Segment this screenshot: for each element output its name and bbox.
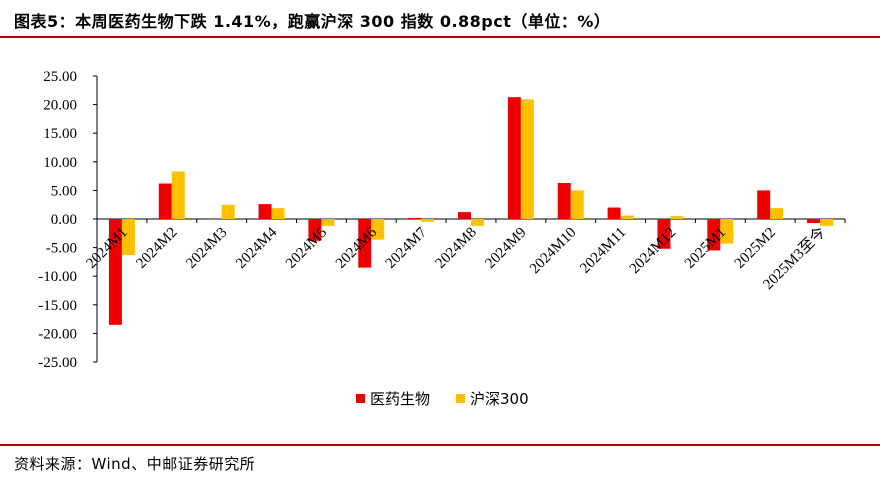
- y-tick-label: -15.00: [38, 298, 77, 314]
- bar-series-1-2025M3至今: [807, 219, 821, 224]
- bar-series-2-2025M3至今: [820, 219, 834, 226]
- legend-swatch-series-2: [456, 394, 465, 403]
- bar-series-2-2024M11: [620, 215, 634, 219]
- bar-series-1-2024M6: [358, 219, 372, 268]
- bar-series-1-2024M3: [208, 219, 222, 220]
- bar-series-2-2024M2: [171, 171, 185, 219]
- y-tick-label: -10.00: [38, 269, 77, 285]
- x-axis-tick-labels: 2024M1 2024M2 2024M3 2024M4 2024M5 2024M6 2024…: [83, 224, 828, 293]
- x-tick-label: 2025M2: [732, 225, 779, 272]
- y-axis-tick-labels: 25.00 20.00 15.00 10.00 5.00 0.00 -5.00 -10.00 -…: [38, 69, 77, 371]
- bar-series-2-2025M1: [720, 219, 734, 244]
- bar-series-2-2025M2: [770, 208, 784, 219]
- legend: 医药生物 沪深300: [356, 390, 529, 408]
- x-tick-label: 2024M5: [283, 225, 330, 272]
- y-tick-label: 15.00: [43, 126, 77, 142]
- bar-series-1-2025M2: [757, 190, 771, 219]
- x-tick-label: 2024M2: [133, 225, 180, 272]
- bars: [108, 97, 834, 325]
- bar-series-1-2024M5: [308, 219, 322, 241]
- x-tick-label: 2024M3: [183, 225, 230, 272]
- x-axis-ticks: [96, 219, 846, 223]
- bar-series-1-2024M9: [507, 97, 521, 219]
- bar-series-1-2024M2: [158, 183, 172, 219]
- y-tick-label: -20.00: [38, 326, 77, 342]
- x-tick-label: 2024M11: [577, 225, 629, 277]
- bar-series-2-2024M10: [570, 190, 584, 219]
- bar-series-2-2024M1: [121, 219, 135, 256]
- bar-series-2-2024M7: [421, 219, 435, 222]
- bar-series-1-2024M10: [557, 182, 571, 219]
- y-tick-label: 0.00: [51, 212, 77, 228]
- y-axis-ticks: [93, 75, 97, 363]
- bar-series-2-2024M12: [670, 216, 684, 219]
- x-tick-label: 2024M9: [482, 225, 529, 272]
- bar-series-1-2025M1: [707, 219, 721, 251]
- y-tick-label: 5.00: [51, 183, 77, 199]
- x-tick-label: 2024M10: [527, 225, 580, 278]
- title-rule: [0, 36, 880, 38]
- y-tick-label: -25.00: [38, 355, 77, 371]
- x-tick-label: 2024M7: [383, 224, 431, 272]
- x-tick-label: 2024M8: [433, 225, 480, 272]
- y-tick-label: -5.00: [46, 241, 77, 257]
- bar-series-2-2024M3: [221, 204, 235, 219]
- y-tick-label: 25.00: [43, 69, 77, 85]
- legend-label-series-2: 沪深300: [470, 390, 529, 408]
- bar-series-2-2024M9: [520, 99, 534, 219]
- x-tick-label: 2024M6: [333, 224, 381, 272]
- bar-series-1-2024M8: [458, 212, 471, 219]
- x-tick-label: 2024M12: [627, 225, 680, 278]
- chart-title: 图表5：本周医药生物下跌 1.41%，跑赢沪深 300 指数 0.88pct（单…: [14, 12, 611, 31]
- bar-series-1-2024M1: [108, 219, 122, 325]
- bar-series-1-2024M11: [607, 207, 621, 219]
- footer-rule: [0, 444, 880, 446]
- legend-label-series-1: 医药生物: [370, 390, 430, 408]
- bar-series-2-2024M6: [371, 219, 385, 240]
- bar-series-1-2024M12: [657, 219, 671, 249]
- x-tick-label: 2024M4: [233, 224, 281, 272]
- source-note: 资料来源：Wind、中邮证券研究所: [14, 455, 256, 473]
- y-tick-label: 10.00: [43, 155, 77, 171]
- bar-series-1-2024M4: [258, 204, 272, 219]
- bar-series-2-2024M5: [321, 219, 335, 226]
- bar-series-2-2024M4: [271, 208, 285, 219]
- bar-series-1-2024M7: [408, 217, 422, 219]
- y-tick-label: 20.00: [43, 98, 77, 114]
- bar-series-2-2024M8: [471, 219, 484, 226]
- legend-swatch-series-1: [356, 394, 365, 403]
- x-tick-label: 2025M1: [682, 225, 729, 272]
- bar-chart: 25.00 20.00 15.00 10.00 5.00 0.00 -5.00 -10.00 -…: [38, 69, 846, 408]
